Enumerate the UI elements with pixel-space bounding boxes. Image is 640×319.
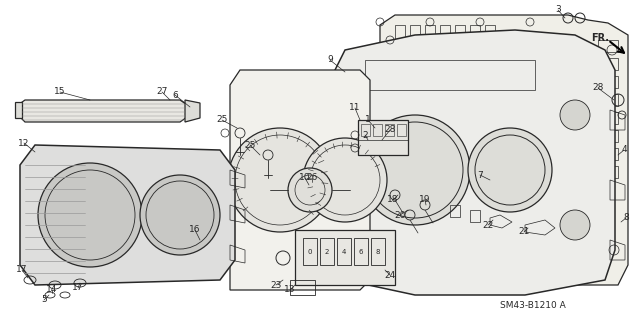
Text: 15: 15 — [54, 87, 66, 97]
Text: 17: 17 — [72, 284, 84, 293]
Text: 9: 9 — [327, 56, 333, 64]
Text: 23: 23 — [270, 280, 282, 290]
Text: 27: 27 — [156, 87, 168, 97]
Circle shape — [38, 163, 142, 267]
Circle shape — [228, 128, 332, 232]
Circle shape — [303, 138, 387, 222]
Circle shape — [360, 115, 470, 225]
Text: 2: 2 — [325, 249, 329, 255]
Circle shape — [288, 168, 332, 212]
Text: 16: 16 — [189, 226, 201, 234]
Polygon shape — [20, 145, 235, 285]
Text: 18: 18 — [387, 196, 399, 204]
Text: 25: 25 — [244, 140, 256, 150]
Polygon shape — [380, 15, 628, 285]
Text: 11: 11 — [349, 103, 361, 113]
Text: 28: 28 — [384, 125, 396, 135]
Text: 26: 26 — [307, 174, 317, 182]
Text: 3: 3 — [555, 5, 561, 14]
Circle shape — [560, 100, 590, 130]
Text: 20: 20 — [394, 211, 406, 219]
Polygon shape — [358, 120, 408, 155]
Text: 22: 22 — [483, 220, 493, 229]
Text: 21: 21 — [518, 227, 530, 236]
Text: 13: 13 — [284, 286, 296, 294]
Text: 7: 7 — [477, 170, 483, 180]
Text: 19: 19 — [419, 196, 431, 204]
Text: 25: 25 — [216, 115, 228, 124]
Text: 17: 17 — [16, 265, 28, 275]
Text: 12: 12 — [19, 138, 29, 147]
Circle shape — [395, 110, 485, 200]
Text: 14: 14 — [46, 286, 58, 294]
Circle shape — [468, 128, 552, 212]
Text: 2: 2 — [362, 130, 368, 139]
Text: FR.: FR. — [591, 33, 609, 43]
Text: SM43-B1210 A: SM43-B1210 A — [500, 300, 566, 309]
Text: 8: 8 — [376, 249, 380, 255]
Text: 0: 0 — [308, 249, 312, 255]
Polygon shape — [295, 230, 395, 285]
Text: 1: 1 — [365, 115, 371, 124]
Text: 4: 4 — [621, 145, 627, 154]
Polygon shape — [335, 30, 615, 295]
Text: 8: 8 — [623, 213, 629, 222]
Text: 28: 28 — [592, 84, 604, 93]
Text: 6: 6 — [172, 91, 178, 100]
Polygon shape — [230, 70, 370, 290]
Text: 5: 5 — [41, 295, 47, 305]
Text: 4: 4 — [342, 249, 346, 255]
Circle shape — [140, 175, 220, 255]
Circle shape — [560, 210, 590, 240]
Polygon shape — [18, 100, 190, 122]
Polygon shape — [15, 102, 22, 118]
Text: 10: 10 — [300, 174, 311, 182]
Text: 24: 24 — [385, 271, 396, 279]
Text: 6: 6 — [359, 249, 364, 255]
Polygon shape — [185, 100, 200, 122]
